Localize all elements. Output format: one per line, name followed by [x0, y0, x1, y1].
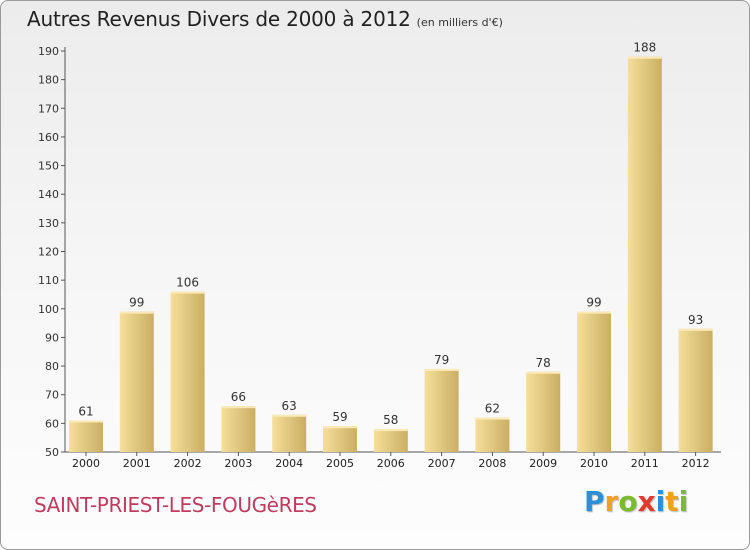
- bar-top-highlight: [119, 311, 154, 314]
- chart-title-text: Autres Revenus Divers de 2000 à 2012: [27, 7, 411, 31]
- y-tick-label: 160: [38, 131, 59, 144]
- y-tick-label: 110: [38, 274, 59, 287]
- bar: [323, 426, 357, 452]
- logo-letter: x: [637, 485, 656, 518]
- bar-top-highlight: [526, 371, 561, 374]
- y-tick-label: 190: [38, 45, 59, 58]
- x-tick-label: 2002: [174, 457, 202, 470]
- y-tick-label: 150: [38, 160, 59, 173]
- data-label: 106: [176, 276, 199, 290]
- bar: [577, 311, 611, 452]
- data-label: 58: [383, 413, 398, 427]
- bar: [475, 417, 510, 452]
- bar-top-highlight: [323, 426, 357, 429]
- bar: [627, 56, 662, 452]
- y-tick-label: 100: [38, 303, 59, 316]
- data-label: 78: [536, 356, 551, 370]
- bar-top-highlight: [69, 420, 103, 423]
- x-tick-label: 2012: [682, 457, 710, 470]
- bar: [119, 311, 154, 452]
- data-label: 61: [78, 404, 93, 418]
- bar-top-highlight: [627, 56, 662, 59]
- x-tick-label: 2003: [224, 457, 252, 470]
- y-tick-label: 60: [45, 417, 59, 430]
- bar: [373, 429, 408, 452]
- y-tick-label: 180: [38, 74, 59, 87]
- proxiti-logo: Proxiti: [584, 485, 688, 518]
- data-label: 79: [434, 353, 449, 367]
- bar-top-highlight: [475, 417, 510, 420]
- logo-letter: o: [618, 485, 638, 518]
- bar: [272, 414, 307, 452]
- data-label: 99: [129, 296, 144, 310]
- bar: [526, 371, 561, 452]
- x-tick-label: 2008: [478, 457, 506, 470]
- logo-letter: r: [604, 485, 619, 518]
- bar: [170, 291, 205, 452]
- logo-letter: i: [655, 485, 666, 518]
- logo-letter: P: [584, 485, 605, 518]
- x-tick-label: 2001: [123, 457, 151, 470]
- logo-letter: t: [665, 485, 679, 518]
- bar-top-highlight: [272, 414, 307, 417]
- bar-top-highlight: [373, 429, 408, 432]
- bar-top-highlight: [577, 311, 611, 314]
- y-tick-label: 170: [38, 102, 59, 115]
- y-tick-label: 90: [45, 331, 59, 344]
- bar: [221, 406, 256, 452]
- bar: [678, 328, 713, 452]
- y-tick-label: 140: [38, 188, 59, 201]
- logo-letter: i: [678, 485, 689, 518]
- y-tick-label: 50: [45, 446, 59, 459]
- data-label: 63: [282, 399, 297, 413]
- y-tick-label: 70: [45, 389, 59, 402]
- chart-title: Autres Revenus Divers de 2000 à 2012 (en …: [27, 7, 503, 31]
- bar-top-highlight: [170, 291, 205, 294]
- data-label: 66: [231, 390, 246, 404]
- data-label: 93: [688, 313, 703, 327]
- x-tick-label: 2004: [275, 457, 303, 470]
- commune-name: SAINT-PRIEST-LES-FOUGèRES: [34, 493, 317, 517]
- chart-axes: 50 60 70 80 90 100 110 120 130 140 150 160 170 180 190…: [38, 45, 721, 470]
- data-label: 59: [332, 410, 347, 424]
- y-tick-label: 80: [45, 360, 59, 373]
- x-tick-label: 2005: [326, 457, 354, 470]
- data-label: 62: [485, 402, 500, 416]
- x-tick-label: 2009: [529, 457, 557, 470]
- x-tick-label: 2010: [580, 457, 608, 470]
- x-tick-label: 2007: [428, 457, 456, 470]
- y-tick-label: 130: [38, 217, 59, 230]
- bar-top-highlight: [678, 328, 713, 331]
- x-tick-label: 2000: [72, 457, 100, 470]
- x-tick-label: 2006: [377, 457, 405, 470]
- bar-top-highlight: [424, 368, 459, 371]
- data-label: 99: [586, 296, 601, 310]
- bar-top-highlight: [221, 406, 256, 409]
- chart-data-labels: 61 99 106 66 63 59 58 79 62 78 99 188 93: [78, 41, 703, 427]
- x-tick-label: 2011: [631, 457, 659, 470]
- chart-bars: [69, 56, 713, 452]
- bar: [424, 368, 459, 452]
- bar: [69, 420, 103, 452]
- y-tick-label: 120: [38, 246, 59, 259]
- chart-subtitle: (en milliers d'€): [416, 16, 503, 29]
- data-label: 188: [633, 41, 656, 55]
